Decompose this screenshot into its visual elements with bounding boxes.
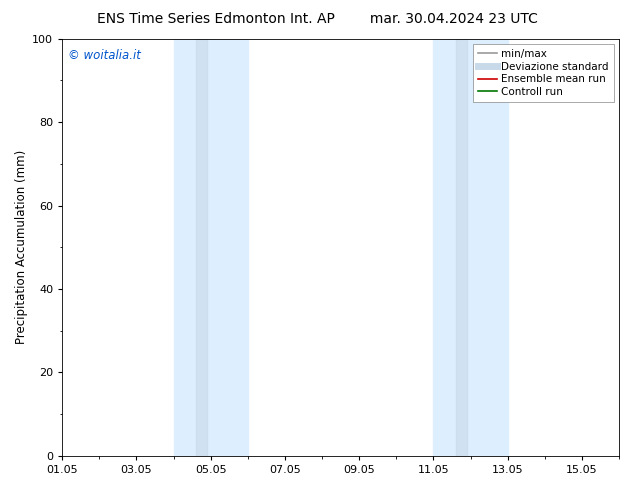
Y-axis label: Precipitation Accumulation (mm): Precipitation Accumulation (mm) xyxy=(15,150,28,344)
Text: ENS Time Series Edmonton Int. AP        mar. 30.04.2024 23 UTC: ENS Time Series Edmonton Int. AP mar. 30… xyxy=(96,12,538,26)
Text: © woitalia.it: © woitalia.it xyxy=(68,49,141,62)
Bar xyxy=(434,39,508,456)
Legend: min/max, Deviazione standard, Ensemble mean run, Controll run: min/max, Deviazione standard, Ensemble m… xyxy=(473,44,614,102)
Bar xyxy=(456,39,467,456)
Bar xyxy=(174,39,248,456)
Bar xyxy=(196,39,207,456)
